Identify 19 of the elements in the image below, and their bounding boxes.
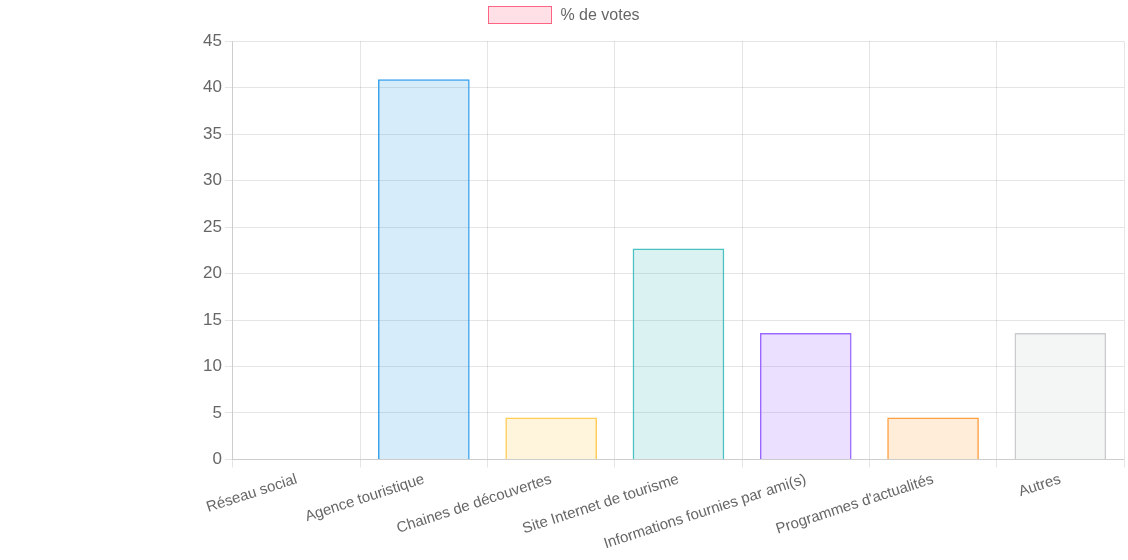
y-tick-label: 30: [202, 170, 222, 190]
x-tick-label: Réseau social: [203, 469, 299, 515]
y-tick-label: 5: [212, 402, 222, 422]
y-tick-label: 20: [202, 263, 222, 283]
bar: [632, 248, 725, 459]
bar: [505, 417, 597, 459]
y-tick-label: 0: [212, 449, 222, 469]
text: % de votes: [560, 6, 640, 24]
bar: [759, 333, 852, 459]
bar: [1014, 333, 1107, 459]
x-tick-label: Autres: [1016, 469, 1063, 500]
y-tick-label: 45: [202, 30, 222, 50]
y-tick-label: 40: [202, 77, 222, 97]
y-tick-label: 25: [202, 216, 222, 236]
bar: [887, 417, 979, 459]
y-tick-label: 15: [202, 309, 222, 329]
bar: [378, 79, 470, 459]
y-tick-label: 10: [202, 356, 222, 376]
y-tick-label: 35: [202, 123, 222, 143]
